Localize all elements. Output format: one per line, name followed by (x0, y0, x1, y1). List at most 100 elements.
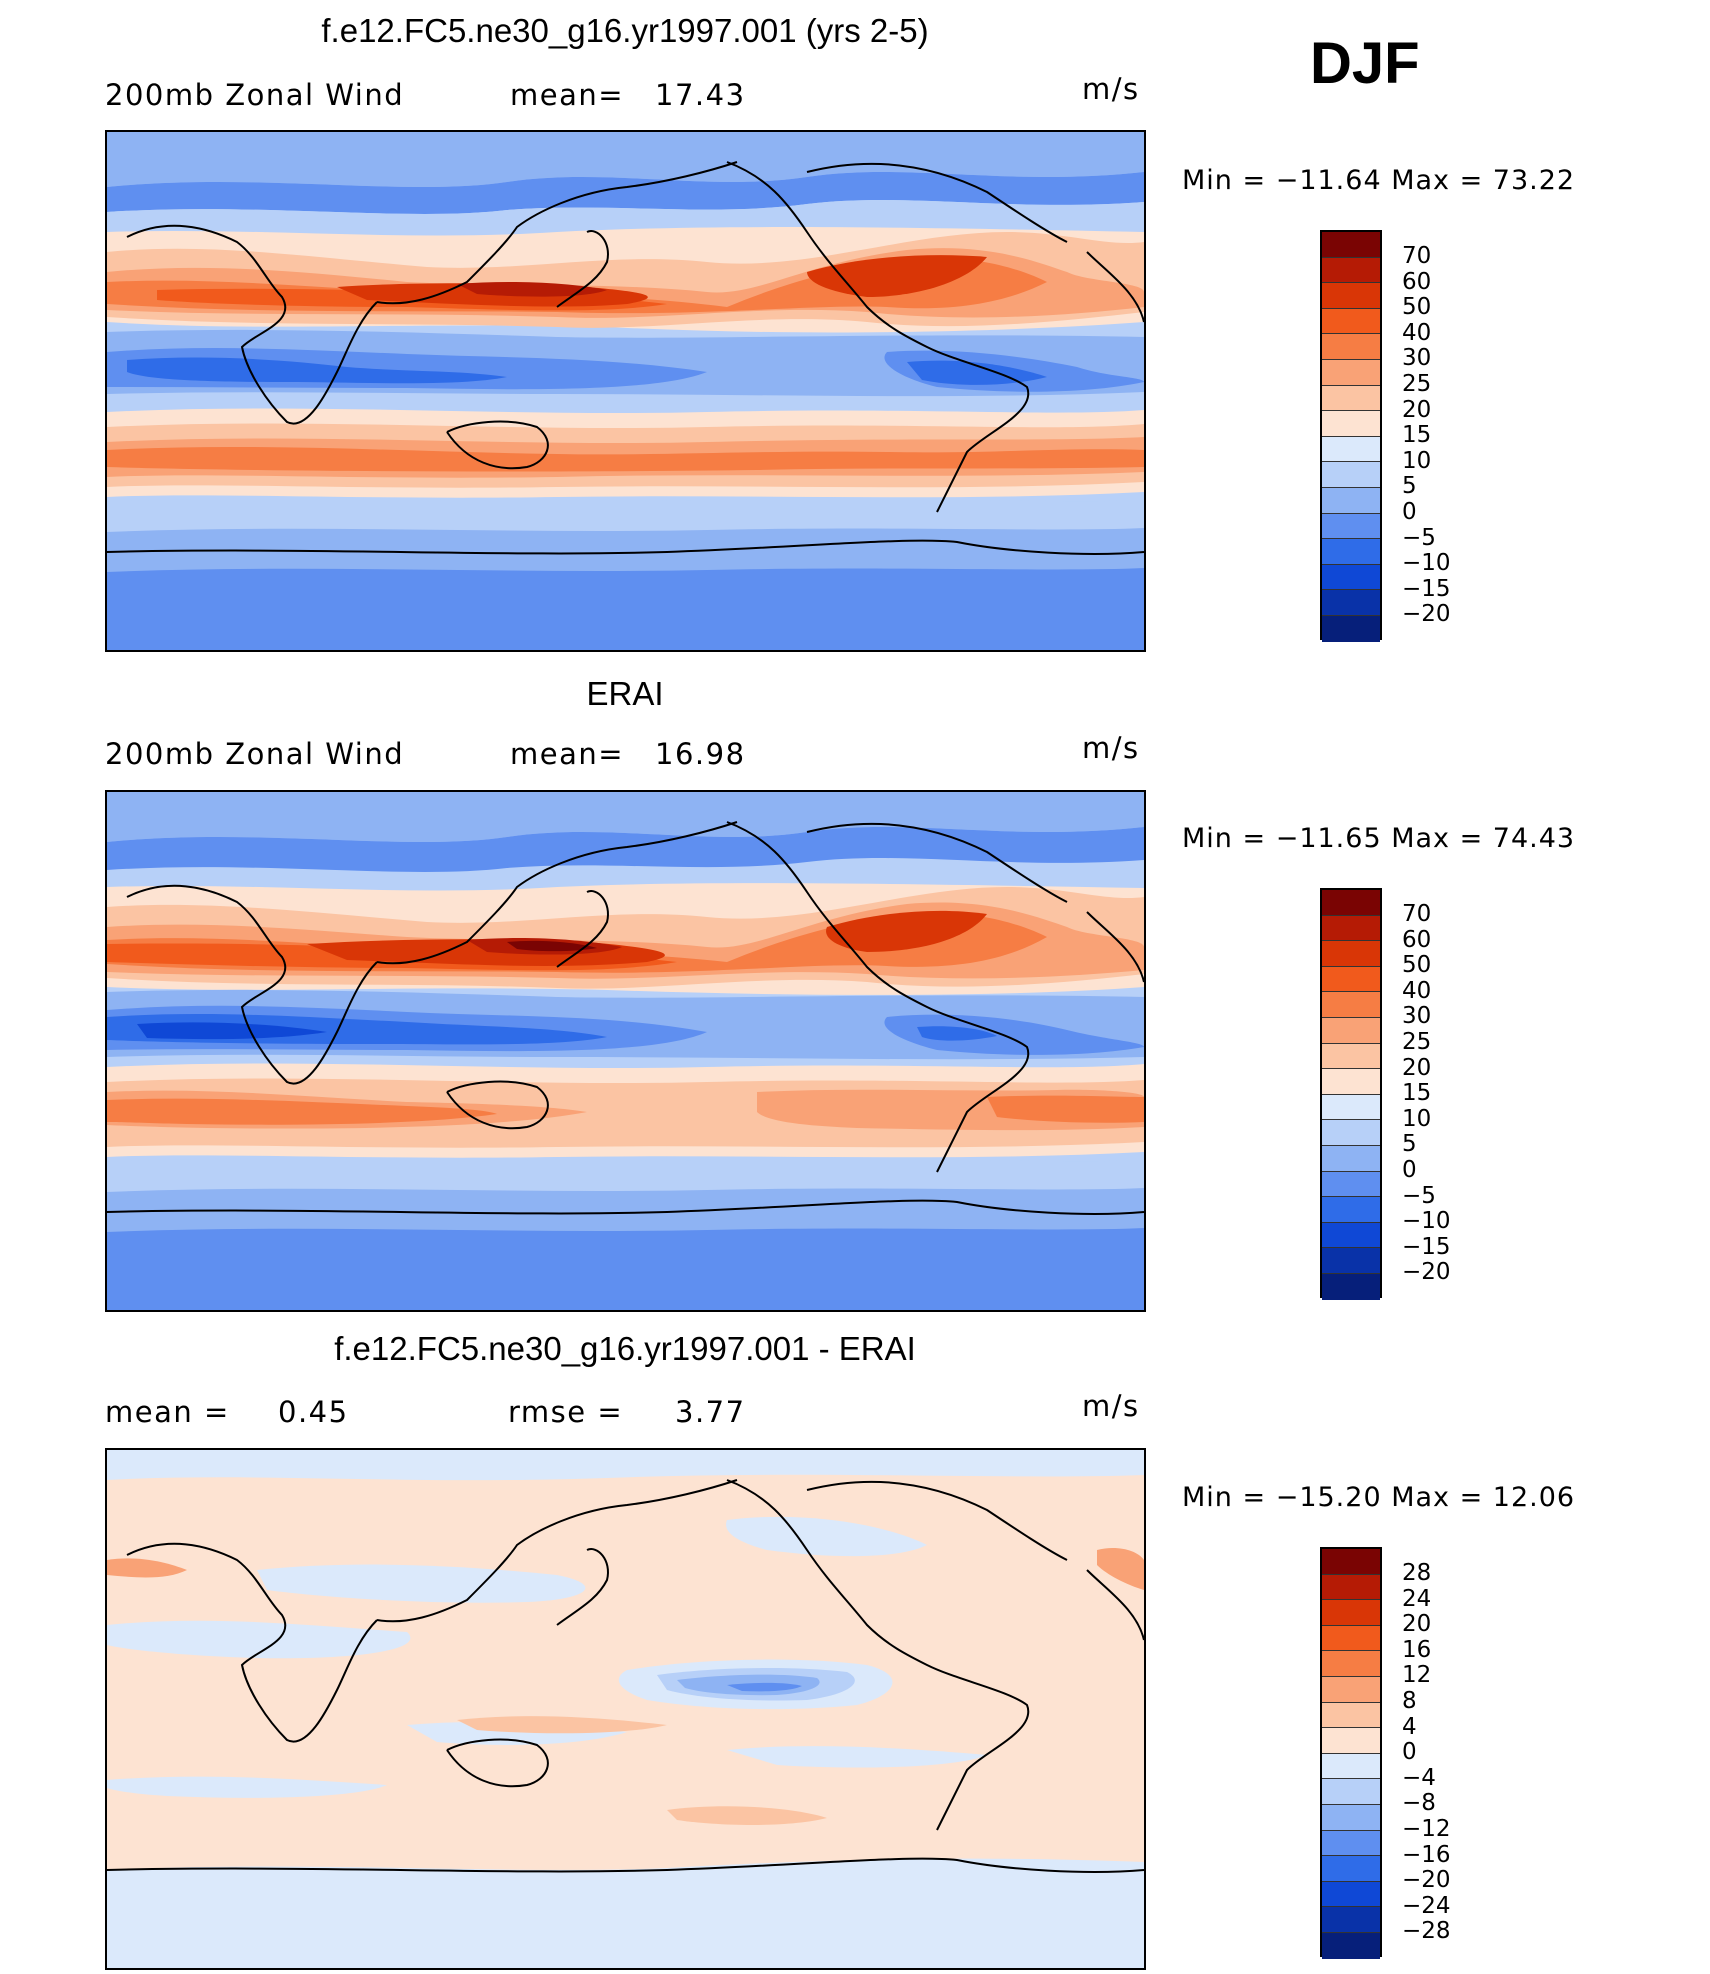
units-label: m/s (1082, 731, 1140, 765)
colorbar-tick: 0 (1402, 1157, 1417, 1183)
colorbar-swatch (1322, 1856, 1380, 1882)
colorbar-swatch (1322, 915, 1380, 942)
colorbar-tick: 16 (1402, 1636, 1432, 1663)
colorbar-swatch (1322, 1197, 1380, 1223)
colorbar-tick: 15 (1402, 1080, 1432, 1107)
colorbar-tick: 25 (1402, 371, 1432, 397)
colorbar-difference (1320, 1547, 1382, 1959)
colorbar-tick: 15 (1402, 422, 1432, 449)
colorbar-ticks: 70 60 50 40 30 25 20 15 10 5 0 −5 −10 −1… (1402, 901, 1482, 1291)
colorbar-tick: 10 (1402, 1105, 1432, 1132)
minmax-label: Min = −11.65 Max = 74.43 (1182, 823, 1576, 854)
colorbar-tick: 5 (1402, 473, 1417, 500)
colorbar-tick: 12 (1402, 1662, 1432, 1689)
mean-value: 16.98 (655, 737, 746, 771)
colorbar-swatch (1322, 283, 1380, 309)
panel-title: f.e12.FC5.ne30_g16.yr1997.001 - ERAI (334, 1330, 916, 1367)
colorbar-swatch (1322, 1728, 1380, 1754)
season-label: DJF (1310, 31, 1420, 96)
colorbar-tick: 20 (1402, 1054, 1432, 1081)
colorbar-swatch (1322, 1120, 1380, 1146)
colorbar-tick: 70 (1402, 243, 1432, 269)
colorbar-tick: −10 (1402, 1208, 1451, 1235)
mean-value: 0.45 (278, 1395, 349, 1429)
colorbar-tick: 25 (1402, 1029, 1432, 1055)
colorbar-tick: −15 (1402, 1233, 1451, 1260)
colorbar-swatch (1322, 308, 1380, 335)
colorbar-tick: 60 (1402, 268, 1432, 295)
minmax-label: Min = −15.20 Max = 12.06 (1182, 1482, 1576, 1513)
colorbar-swatch (1322, 359, 1380, 386)
map-difference (105, 1448, 1146, 1970)
colorbar-tick: −4 (1402, 1764, 1436, 1791)
map-model (105, 130, 1146, 652)
colorbar-swatch (1322, 1549, 1380, 1575)
colorbar-ticks: 28 24 20 16 12 8 4 0 −4 −8 −12 −16 −20 −… (1402, 1560, 1482, 1950)
colorbar-swatch (1322, 992, 1380, 1018)
colorbar-swatch (1322, 1804, 1380, 1831)
colorbar-swatch (1322, 487, 1380, 514)
units-label: m/s (1082, 72, 1140, 106)
colorbar-swatch (1322, 1171, 1380, 1198)
colorbar-swatch (1322, 334, 1380, 360)
colorbar-swatch (1322, 1017, 1380, 1044)
colorbar-obs (1320, 888, 1382, 1300)
colorbar-tick: 40 (1402, 319, 1432, 346)
colorbar-tick: 8 (1402, 1688, 1417, 1714)
colorbar-swatch (1322, 1881, 1380, 1908)
minmax-label: Min = −11.64 Max = 73.22 (1182, 165, 1576, 196)
colorbar-tick: −8 (1402, 1790, 1436, 1817)
colorbar-swatch (1322, 890, 1380, 916)
colorbar-tick: 50 (1402, 294, 1432, 321)
rmse-value: 3.77 (675, 1395, 746, 1429)
colorbar-model (1320, 230, 1382, 642)
colorbar-swatch (1322, 1625, 1380, 1652)
colorbar-swatch (1322, 1600, 1380, 1626)
colorbar-tick: −12 (1402, 1816, 1451, 1842)
colorbar-tick: 0 (1402, 1739, 1417, 1766)
colorbar-tick: −5 (1402, 524, 1436, 551)
mean-label: mean= (510, 78, 625, 112)
panel-title: f.e12.FC5.ne30_g16.yr1997.001 (yrs 2-5) (321, 12, 929, 49)
mean-value: 17.43 (655, 78, 746, 112)
colorbar-swatch (1322, 1043, 1380, 1070)
colorbar-tick: 5 (1402, 1131, 1417, 1158)
colorbar-tick: −5 (1402, 1182, 1436, 1209)
colorbar-swatch (1322, 436, 1380, 463)
colorbar-tick: −16 (1402, 1841, 1451, 1868)
colorbar-swatch (1322, 1094, 1380, 1121)
colorbar-tick: 20 (1402, 396, 1432, 423)
colorbar-tick: 30 (1402, 345, 1432, 372)
colorbar-swatch (1322, 1145, 1380, 1172)
colorbar-tick: 30 (1402, 1003, 1432, 1030)
colorbar-tick: 60 (1402, 926, 1432, 953)
mean-label: mean= (510, 737, 625, 771)
colorbar-tick: 24 (1402, 1585, 1432, 1612)
colorbar-swatch (1322, 411, 1380, 437)
colorbar-swatch (1322, 539, 1380, 565)
mean-label: mean = (105, 1395, 230, 1429)
colorbar-swatch (1322, 1069, 1380, 1095)
colorbar-tick: 10 (1402, 447, 1432, 474)
colorbar-tick: 40 (1402, 977, 1432, 1004)
colorbar-swatch (1322, 1753, 1380, 1780)
colorbar-tick: −20 (1402, 601, 1451, 628)
colorbar-tick: −24 (1402, 1892, 1451, 1919)
colorbar-swatch (1322, 1222, 1380, 1249)
colorbar-swatch (1322, 1248, 1380, 1274)
colorbar-swatch (1322, 615, 1380, 642)
colorbar-swatch (1322, 385, 1380, 412)
colorbar-swatch (1322, 257, 1380, 284)
colorbar-swatch (1322, 462, 1380, 488)
colorbar-swatch (1322, 564, 1380, 591)
colorbar-tick: 0 (1402, 499, 1417, 525)
variable-label: 200mb Zonal Wind (105, 737, 405, 771)
colorbar-swatch (1322, 513, 1380, 540)
colorbar-swatch (1322, 1651, 1380, 1677)
colorbar-swatch (1322, 232, 1380, 258)
colorbar-swatch (1322, 1830, 1380, 1857)
colorbar-swatch (1322, 590, 1380, 616)
map-obs (105, 790, 1146, 1312)
colorbar-swatch (1322, 941, 1380, 967)
colorbar-tick: 28 (1402, 1560, 1432, 1586)
